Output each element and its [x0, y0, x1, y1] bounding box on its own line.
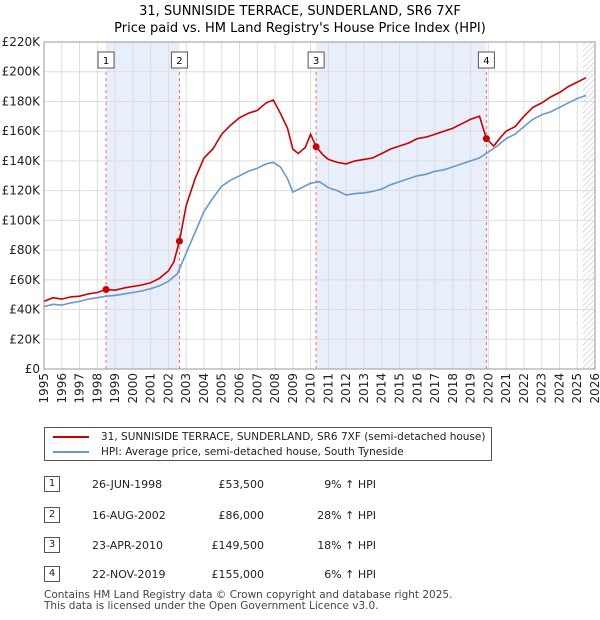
legend-label-hpi: HPI: Average price, semi-detached house,… — [101, 446, 404, 458]
transaction-label: 1 — [103, 56, 109, 67]
footer: Contains HM Land Registry data © Crown c… — [44, 590, 452, 612]
x-tick-label: 2009 — [286, 373, 300, 404]
legend: 31, SUNNISIDE TERRACE, SUNDERLAND, SR6 7… — [44, 427, 492, 461]
legend-swatch-property — [53, 436, 89, 438]
x-tick-label: 2015 — [392, 373, 406, 404]
x-tick-label: 2010 — [304, 373, 318, 404]
transaction-number: 1 — [44, 476, 60, 492]
shade-region-1 — [106, 42, 180, 369]
footer-line-2: This data is licensed under the Open Gov… — [44, 600, 379, 612]
footer-line-1: Contains HM Land Registry data © Crown c… — [44, 589, 453, 601]
y-tick-label: £160K — [2, 124, 42, 138]
y-tick-label: £0 — [25, 362, 40, 376]
y-tick-label: £20K — [9, 332, 41, 346]
transaction-hpi: 9% ↑ HPI — [324, 478, 376, 491]
x-tick-label: 2024 — [552, 373, 566, 404]
chart-subtitle: Price paid vs. HM Land Registry's House … — [114, 21, 486, 36]
x-tick-label: 2023 — [535, 373, 549, 404]
transaction-row: 3 23-APR-2010 £149,500 18% ↑ HPI — [44, 537, 404, 555]
transaction-label: 3 — [313, 56, 319, 67]
legend-item-property: 31, SUNNISIDE TERRACE, SUNDERLAND, SR6 7… — [53, 430, 486, 444]
y-tick-label: £220K — [2, 35, 42, 49]
plot-frame — [43, 41, 596, 370]
transaction-point — [312, 143, 320, 151]
property-price-line — [43, 76, 587, 303]
transaction-row: 2 16-AUG-2002 £86,000 28% ↑ HPI — [44, 507, 404, 525]
transaction-hpi: 28% ↑ HPI — [317, 509, 376, 522]
transaction-point — [102, 285, 110, 293]
transaction-price: £53,500 — [218, 478, 265, 491]
x-tick-label: 2016 — [410, 373, 424, 404]
x-tick-label: 2008 — [268, 373, 282, 404]
transaction-hpi: 6% ↑ HPI — [324, 568, 376, 581]
x-tick-label: 1997 — [73, 373, 87, 404]
transaction-date: 23-APR-2010 — [92, 539, 164, 552]
transaction-point — [482, 135, 490, 143]
x-tick-label: 1998 — [90, 373, 104, 404]
transaction-label-box — [97, 51, 115, 69]
hpi-line — [43, 94, 587, 308]
transaction-price: £149,500 — [211, 539, 265, 552]
x-tick-label: 2026 — [588, 373, 600, 404]
x-tick-label: 2022 — [517, 373, 531, 404]
x-tick-label: 2018 — [446, 373, 460, 404]
price-chart: 31, SUNNISIDE TERRACE, SUNDERLAND, SR6 7… — [2, 4, 600, 404]
forecast-region — [582, 42, 595, 369]
transaction-label-box — [170, 51, 188, 69]
x-tick-label: 2020 — [481, 373, 495, 404]
x-tick-label: 1996 — [55, 373, 69, 404]
x-tick-label: 2025 — [570, 373, 584, 404]
transaction-date: 26-JUN-1998 — [92, 478, 163, 491]
transaction-number: 2 — [44, 507, 60, 523]
x-tick-label: 2014 — [375, 373, 389, 404]
transaction-label: 2 — [176, 56, 182, 67]
transaction-point — [175, 237, 183, 245]
legend-item-hpi: HPI: Average price, semi-detached house,… — [53, 445, 404, 459]
y-tick-label: £180K — [2, 94, 42, 108]
transaction-label: 4 — [483, 56, 489, 67]
x-tick-label: 2000 — [126, 373, 140, 404]
transaction-number: 4 — [44, 566, 60, 582]
x-tick-label: 2004 — [197, 373, 211, 404]
shade-region-2 — [316, 42, 487, 369]
y-tick-label: £80K — [9, 243, 41, 257]
chart-title: 31, SUNNISIDE TERRACE, SUNDERLAND, SR6 7… — [139, 4, 461, 19]
transaction-date: 16-AUG-2002 — [92, 509, 166, 522]
x-tick-label: 2007 — [250, 373, 264, 404]
x-tick-label: 2019 — [464, 373, 478, 404]
x-tick-label: 2006 — [233, 373, 247, 404]
x-tick-label: 2002 — [161, 373, 175, 404]
transaction-label-box — [477, 51, 495, 69]
x-tick-label: 2001 — [144, 373, 158, 404]
transaction-hpi: 18% ↑ HPI — [317, 539, 376, 552]
x-tick-label: 2013 — [357, 373, 371, 404]
y-tick-label: £140K — [2, 154, 42, 168]
legend-label-property: 31, SUNNISIDE TERRACE, SUNDERLAND, SR6 7… — [101, 431, 486, 443]
x-tick-label: 2003 — [179, 373, 193, 404]
y-tick-label: £60K — [9, 273, 41, 287]
y-tick-label: £100K — [2, 213, 42, 227]
transaction-label-box — [307, 51, 325, 69]
x-tick-label: 2005 — [215, 373, 229, 404]
transaction-row: 4 22-NOV-2019 £155,000 6% ↑ HPI — [44, 566, 404, 584]
y-tick-label: £200K — [2, 65, 42, 79]
x-tick-label: 2012 — [339, 373, 353, 404]
x-tick-label: 1995 — [37, 373, 51, 404]
transaction-date: 22-NOV-2019 — [92, 568, 166, 581]
x-tick-label: 1999 — [108, 373, 122, 404]
legend-swatch-hpi — [53, 451, 89, 453]
x-tick-label: 2017 — [428, 373, 442, 404]
transaction-price: £86,000 — [218, 509, 265, 522]
transaction-price: £155,000 — [211, 568, 265, 581]
y-tick-label: £120K — [2, 184, 42, 198]
transaction-number: 3 — [44, 537, 60, 553]
x-tick-label: 2021 — [499, 373, 513, 404]
y-tick-label: £40K — [9, 303, 41, 317]
x-tick-label: 2011 — [321, 373, 335, 404]
transaction-row: 1 26-JUN-1998 £53,500 9% ↑ HPI — [44, 476, 404, 494]
